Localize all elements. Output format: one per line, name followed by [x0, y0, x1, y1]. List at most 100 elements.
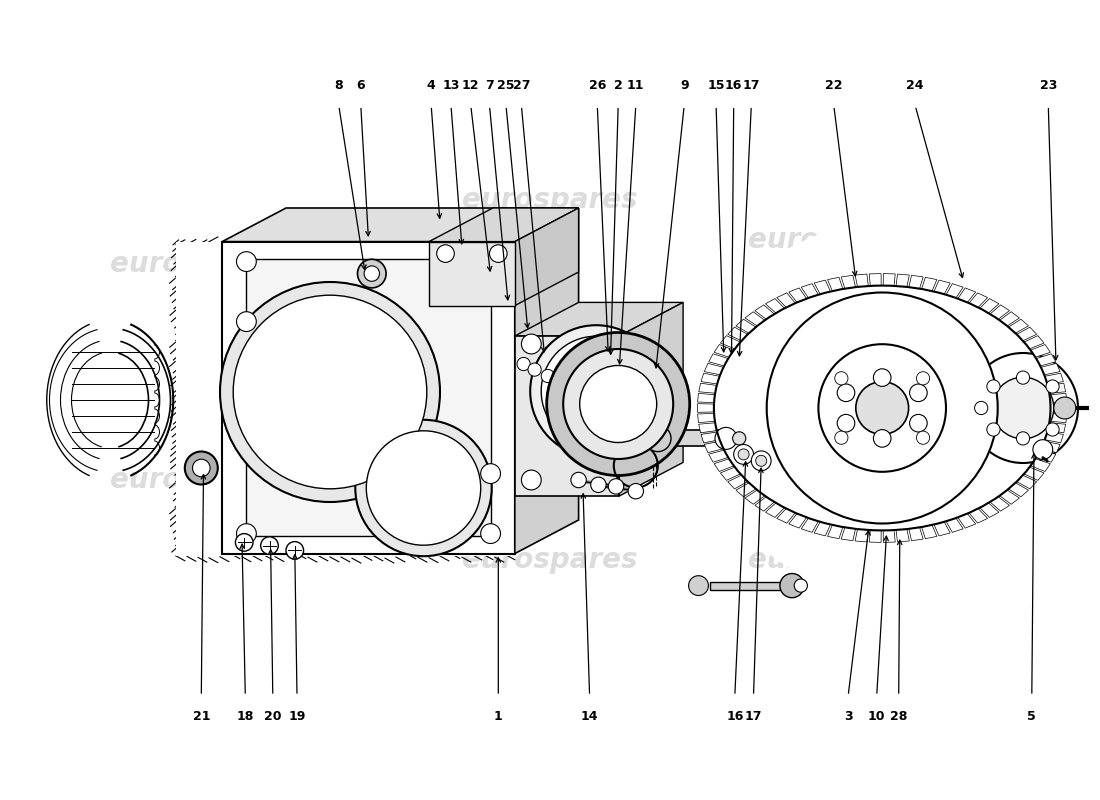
Polygon shape: [814, 522, 830, 536]
Polygon shape: [714, 345, 734, 358]
Polygon shape: [1024, 336, 1044, 349]
Text: eurospares: eurospares: [748, 226, 924, 254]
Polygon shape: [710, 582, 781, 590]
Text: 17: 17: [745, 710, 762, 722]
Polygon shape: [736, 482, 756, 497]
Circle shape: [916, 372, 930, 385]
Text: 3: 3: [844, 710, 852, 722]
Polygon shape: [980, 503, 999, 518]
Polygon shape: [1049, 414, 1067, 422]
Text: eurospares: eurospares: [110, 466, 286, 494]
Text: 26: 26: [588, 79, 606, 92]
Circle shape: [192, 459, 210, 477]
Polygon shape: [789, 288, 806, 302]
Circle shape: [517, 358, 530, 370]
Text: eurospares: eurospares: [462, 186, 638, 214]
Text: 11: 11: [627, 79, 645, 92]
Polygon shape: [1041, 441, 1060, 453]
Text: 15: 15: [707, 79, 725, 92]
Text: 20: 20: [264, 710, 282, 722]
Polygon shape: [1036, 354, 1056, 366]
Circle shape: [236, 312, 256, 331]
Text: 21: 21: [192, 710, 210, 722]
Polygon shape: [896, 274, 910, 287]
Circle shape: [780, 574, 804, 598]
Polygon shape: [1049, 394, 1067, 402]
Circle shape: [910, 414, 927, 432]
Polygon shape: [934, 280, 950, 294]
Circle shape: [481, 524, 500, 543]
Text: 27: 27: [513, 79, 530, 92]
Circle shape: [873, 369, 891, 386]
Polygon shape: [814, 280, 830, 294]
Polygon shape: [176, 242, 512, 556]
Polygon shape: [1016, 475, 1036, 489]
Polygon shape: [429, 242, 515, 306]
Text: 17: 17: [742, 79, 760, 92]
Polygon shape: [922, 525, 937, 538]
Text: 19: 19: [288, 710, 306, 722]
Polygon shape: [909, 275, 923, 289]
Circle shape: [261, 537, 278, 554]
Circle shape: [481, 252, 500, 271]
Text: 4: 4: [427, 79, 436, 92]
Polygon shape: [515, 336, 619, 496]
Polygon shape: [704, 363, 724, 375]
Circle shape: [233, 295, 427, 489]
Polygon shape: [1016, 327, 1036, 341]
Polygon shape: [728, 327, 748, 341]
Text: 10: 10: [868, 710, 886, 722]
Text: 12: 12: [462, 79, 480, 92]
Circle shape: [236, 252, 256, 271]
Polygon shape: [1045, 373, 1064, 384]
Polygon shape: [714, 458, 734, 471]
Polygon shape: [1024, 467, 1044, 480]
Text: 18: 18: [236, 710, 254, 722]
Text: 1: 1: [494, 710, 503, 722]
Polygon shape: [801, 518, 818, 532]
Circle shape: [756, 455, 767, 466]
Polygon shape: [728, 475, 748, 489]
Circle shape: [835, 431, 848, 444]
Text: 14: 14: [581, 710, 598, 722]
Polygon shape: [958, 288, 976, 302]
Circle shape: [987, 423, 1000, 436]
Circle shape: [530, 325, 662, 457]
Text: 23: 23: [1040, 79, 1057, 92]
Polygon shape: [883, 530, 895, 542]
Polygon shape: [869, 274, 881, 286]
Polygon shape: [736, 319, 756, 334]
Circle shape: [1046, 423, 1059, 436]
Circle shape: [220, 282, 440, 502]
Circle shape: [1054, 397, 1076, 419]
Circle shape: [987, 380, 1000, 393]
Circle shape: [689, 576, 708, 595]
Polygon shape: [969, 293, 988, 307]
Circle shape: [968, 353, 1078, 463]
Polygon shape: [755, 497, 774, 511]
Circle shape: [521, 470, 541, 490]
Circle shape: [541, 336, 651, 446]
Polygon shape: [1047, 422, 1066, 433]
Polygon shape: [946, 518, 964, 532]
Polygon shape: [745, 312, 764, 326]
Polygon shape: [222, 208, 579, 242]
Polygon shape: [909, 527, 923, 541]
Circle shape: [751, 451, 771, 470]
Polygon shape: [720, 336, 740, 349]
Polygon shape: [697, 394, 715, 402]
Polygon shape: [708, 354, 728, 366]
Circle shape: [856, 382, 909, 434]
Circle shape: [235, 534, 253, 551]
Circle shape: [697, 223, 1067, 593]
Circle shape: [1016, 371, 1030, 384]
Polygon shape: [766, 503, 784, 518]
Text: 13: 13: [442, 79, 460, 92]
Polygon shape: [720, 467, 740, 480]
Circle shape: [916, 431, 930, 444]
Polygon shape: [1009, 482, 1028, 497]
Polygon shape: [658, 430, 726, 446]
Text: 2: 2: [614, 79, 623, 92]
Circle shape: [236, 524, 256, 543]
Polygon shape: [969, 509, 988, 523]
